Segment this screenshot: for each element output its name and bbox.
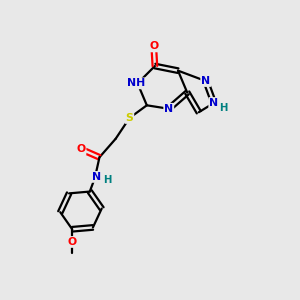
Text: N: N (201, 76, 210, 86)
Text: H: H (219, 103, 228, 113)
Text: O: O (68, 237, 77, 247)
Text: O: O (149, 41, 158, 51)
Text: N: N (209, 98, 218, 108)
Text: N: N (164, 104, 173, 114)
Text: H: H (103, 176, 111, 185)
Text: NH: NH (127, 78, 146, 88)
Text: N: N (92, 172, 101, 182)
Text: O: O (76, 144, 85, 154)
Text: S: S (126, 113, 134, 123)
